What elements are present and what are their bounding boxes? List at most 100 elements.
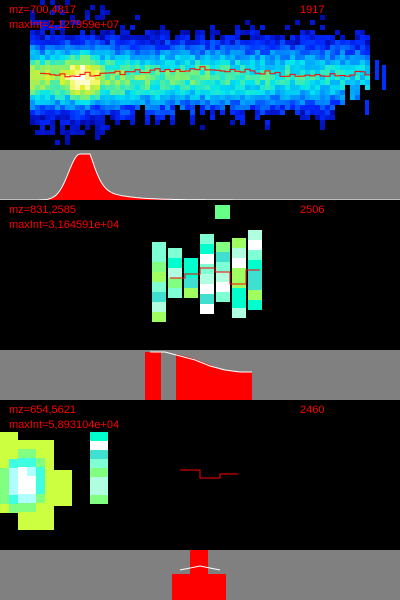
heatmap-cell xyxy=(75,20,80,25)
heatmap-cell xyxy=(310,55,315,60)
heatmap-cell xyxy=(60,100,65,105)
heatmap-cell xyxy=(135,75,140,80)
heatmap-cell xyxy=(210,35,215,40)
heatmap-cell xyxy=(295,80,300,85)
heatmap-cell xyxy=(125,90,130,95)
heatmap-cell xyxy=(60,90,65,95)
heatmap-cell xyxy=(240,65,245,70)
heatmap-cell xyxy=(54,488,63,497)
heatmap-cell xyxy=(265,120,270,125)
heatmap-cell xyxy=(265,100,270,105)
heatmap-cell xyxy=(70,85,75,90)
heatmap-cell xyxy=(360,80,365,85)
heatmap-cell xyxy=(115,110,120,115)
heatmap-cell xyxy=(205,80,210,85)
heatmap-cell xyxy=(36,485,45,494)
heatmap-cell xyxy=(200,100,205,105)
heatmap-cell xyxy=(305,40,310,45)
heatmap-cell xyxy=(190,85,195,90)
heatmap-cell xyxy=(95,80,100,85)
heatmap-cell xyxy=(175,95,180,100)
heatmap-cell xyxy=(40,65,45,70)
heatmap-cell xyxy=(355,45,360,50)
heatmap-cell xyxy=(150,105,155,110)
heatmap-cell xyxy=(200,50,205,55)
heatmap-cell xyxy=(80,105,85,110)
heatmap-cell xyxy=(50,60,55,65)
heatmap-cell xyxy=(60,50,65,55)
heatmap-cell xyxy=(130,100,135,105)
heatmap-cell xyxy=(360,50,365,55)
heatmap-cell xyxy=(130,60,135,65)
heatmap-cell xyxy=(85,10,90,15)
heatmap-cell xyxy=(40,75,45,80)
heatmap-cell xyxy=(295,70,300,75)
heatmap-cell xyxy=(265,55,270,60)
heatmap-cell xyxy=(215,70,220,75)
heatmap-cell xyxy=(160,90,165,95)
heatmap-cell xyxy=(100,85,105,90)
heatmap-cell xyxy=(335,50,340,55)
heatmap-cell xyxy=(75,85,80,90)
heatmap-cell xyxy=(195,80,200,85)
heatmap-cell xyxy=(285,75,290,80)
heatmap-cell xyxy=(80,130,85,135)
heatmap-cell xyxy=(125,105,130,110)
heatmap-cell xyxy=(360,30,365,35)
heatmap-cell xyxy=(170,40,175,45)
heatmap-cell xyxy=(200,254,214,264)
maxint-label-3: maxInt=5,893104e+04 xyxy=(9,419,120,431)
heatmap-cell xyxy=(345,65,350,70)
heatmap-cell xyxy=(170,100,175,105)
heatmap-cell xyxy=(270,90,275,95)
heatmap-cell xyxy=(320,45,325,50)
heatmap-cell xyxy=(150,60,155,65)
heatmap-cell xyxy=(175,70,180,75)
heatmap-cell xyxy=(105,35,110,40)
heatmap-cell xyxy=(40,25,45,30)
heatmap-cell xyxy=(155,45,160,50)
heatmap-cell xyxy=(168,288,182,298)
heatmap-cell xyxy=(75,130,80,135)
heatmap-cell xyxy=(95,65,100,70)
heatmap-cell xyxy=(350,40,355,45)
heatmap-cell xyxy=(85,110,90,115)
heatmap-cell xyxy=(230,95,235,100)
heatmap-cell xyxy=(18,458,27,467)
heatmap-cell xyxy=(305,50,310,55)
heatmap-cell xyxy=(100,100,105,105)
heatmap-cell xyxy=(125,75,130,80)
heatmap-cell xyxy=(240,100,245,105)
heatmap-cell xyxy=(350,45,355,50)
heatmap-cell xyxy=(320,80,325,85)
heatmap-cell xyxy=(90,120,95,125)
heatmap-cell xyxy=(27,476,36,485)
heatmap-cell xyxy=(90,115,95,120)
heatmap-cell xyxy=(205,65,210,70)
heatmap-cell xyxy=(265,125,270,130)
heatmap-cell xyxy=(275,75,280,80)
heatmap-cell xyxy=(100,70,105,75)
heatmap-cell xyxy=(120,75,125,80)
heatmap-cell xyxy=(248,270,262,280)
heatmap-cell xyxy=(300,55,305,60)
heatmap-cell xyxy=(200,60,205,65)
heatmap-cell xyxy=(115,65,120,70)
heatmap-cell xyxy=(105,105,110,110)
heatmap-cell xyxy=(330,115,335,120)
heatmap-cell xyxy=(175,90,180,95)
heatmap-cell xyxy=(65,115,70,120)
heatmap-cell xyxy=(0,432,9,441)
heatmap-cell xyxy=(90,105,95,110)
heatmap-cell xyxy=(260,60,265,65)
heatmap-cell xyxy=(115,80,120,85)
heatmap-cell xyxy=(255,45,260,50)
profile-plot-2 xyxy=(145,351,252,400)
heatmap-cell xyxy=(325,105,330,110)
heatmap-cell xyxy=(50,40,55,45)
heatmap-cell xyxy=(190,45,195,50)
heatmap-cell xyxy=(315,90,320,95)
heatmap-cell xyxy=(145,110,150,115)
heatmap-cell xyxy=(365,65,370,70)
heatmap-cell xyxy=(216,262,230,272)
